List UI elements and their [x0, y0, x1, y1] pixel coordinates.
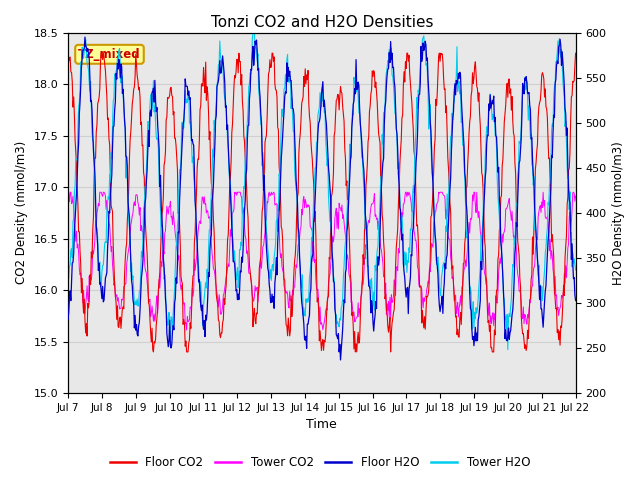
Text: TZ_mixed: TZ_mixed: [78, 48, 141, 61]
Y-axis label: H2O Density (mmol/m3): H2O Density (mmol/m3): [612, 141, 625, 285]
Y-axis label: CO2 Density (mmol/m3): CO2 Density (mmol/m3): [15, 141, 28, 285]
X-axis label: Time: Time: [307, 419, 337, 432]
Title: Tonzi CO2 and H2O Densities: Tonzi CO2 and H2O Densities: [211, 15, 433, 30]
Legend: Floor CO2, Tower CO2, Floor H2O, Tower H2O: Floor CO2, Tower CO2, Floor H2O, Tower H…: [105, 452, 535, 474]
